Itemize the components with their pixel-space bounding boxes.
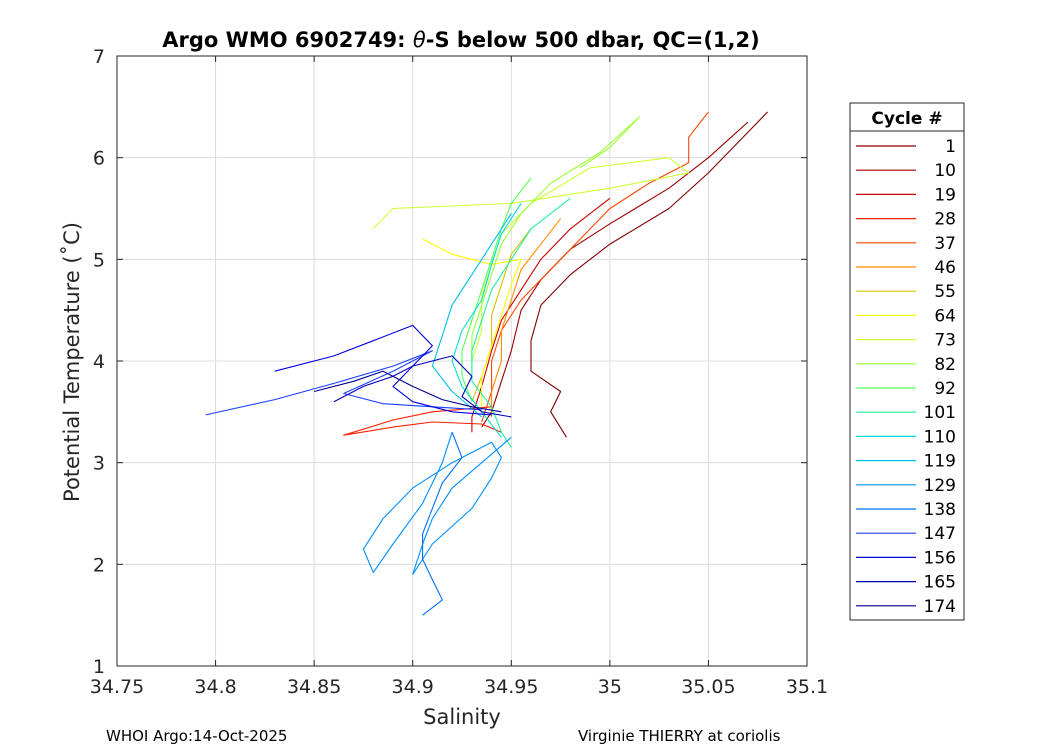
x-tick-label: 34.95 — [484, 676, 538, 698]
legend-label-cycle-1: 1 — [945, 137, 956, 157]
x-tick-label: 35.05 — [681, 676, 735, 698]
y-tick-label: 3 — [93, 453, 105, 475]
legend-label-cycle-129: 129 — [924, 476, 956, 496]
legend-label-cycle-92: 92 — [934, 379, 956, 399]
y-axis-label: Potential Temperature (˚C) — [60, 222, 84, 502]
series-line-cycle-119 — [431, 213, 512, 418]
legend-label-cycle-101: 101 — [924, 403, 956, 423]
series-line-cycle-1 — [530, 111, 768, 438]
legend-label-cycle-37: 37 — [934, 234, 956, 254]
series-line-cycle-92 — [461, 177, 532, 402]
series-line-cycle-165 — [333, 355, 512, 418]
title-suffix: -S below 500 dbar, QC=(1,2) — [426, 28, 760, 52]
x-tick-label: 34.9 — [392, 676, 434, 698]
legend-label-cycle-73: 73 — [934, 331, 956, 351]
axes-frame — [116, 55, 808, 667]
series-line-cycle-138 — [422, 432, 463, 616]
series-line-cycle-82 — [471, 116, 640, 367]
series-line-cycle-37 — [481, 111, 709, 423]
y-tick-label: 4 — [93, 351, 105, 373]
legend-label-cycle-119: 119 — [924, 452, 956, 472]
title-theta: θ — [413, 28, 426, 52]
legend-label-cycle-10: 10 — [934, 161, 956, 181]
legend-label-cycle-28: 28 — [934, 210, 956, 230]
y-tick-label: 1 — [93, 656, 105, 678]
series-line-cycle-46 — [491, 218, 562, 417]
series-line-cycle-64 — [422, 238, 522, 407]
footer-left: WHOI Argo:14-Oct-2025 — [106, 727, 287, 745]
series-line-cycle-174 — [313, 370, 502, 413]
legend-label-cycle-165: 165 — [924, 573, 956, 593]
series-line-cycle-28 — [343, 406, 502, 436]
y-ticks: 1 2 3 4 5 6 7 — [93, 46, 807, 678]
footer-right: Virginie THIERRY at coriolis — [578, 727, 781, 745]
series-line-cycle-110 — [451, 203, 522, 438]
legend-title: Cycle # — [871, 109, 942, 129]
series-line-cycle-147 — [205, 350, 482, 416]
series-lines — [205, 111, 768, 616]
legend-label-cycle-46: 46 — [934, 258, 956, 278]
legend-box — [849, 102, 965, 621]
x-tick-label: 34.75 — [90, 676, 144, 698]
legend-label-cycle-110: 110 — [924, 427, 956, 447]
legend-items: 1101928374655647382921011101191291381471… — [856, 137, 956, 617]
legend-label-cycle-64: 64 — [934, 306, 956, 326]
x-tick-label: 34.85 — [287, 676, 341, 698]
y-tick-label: 6 — [93, 148, 105, 170]
x-ticks: 34.75 34.8 34.85 34.9 34.95 35 35.05 35.1 — [90, 56, 828, 698]
legend: Cycle # 11019283746556473829210111011912… — [849, 102, 965, 621]
x-tick-label: 35.1 — [786, 676, 828, 698]
legend-label-cycle-174: 174 — [924, 597, 956, 617]
legend-label-cycle-82: 82 — [934, 355, 956, 375]
legend-label-cycle-138: 138 — [924, 500, 956, 520]
legend-label-cycle-19: 19 — [934, 185, 956, 205]
title-prefix: Argo WMO 6902749: — [162, 28, 413, 52]
y-tick-label: 2 — [93, 554, 105, 576]
series-line-cycle-101 — [471, 197, 571, 448]
y-tick-label: 5 — [93, 249, 105, 271]
legend-label-cycle-147: 147 — [924, 524, 956, 544]
y-tick-label: 7 — [93, 46, 105, 68]
legend-label-cycle-156: 156 — [924, 548, 956, 568]
x-tick-label: 34.8 — [194, 676, 236, 698]
legend-label-cycle-55: 55 — [934, 282, 956, 302]
chart-title: Argo WMO 6902749: θ-S below 500 dbar, QC… — [162, 28, 759, 52]
series-line-cycle-156 — [274, 324, 492, 416]
x-axis-label: Salinity — [423, 705, 501, 729]
x-tick-label: 35 — [598, 676, 622, 698]
series-line-cycle-129 — [362, 432, 512, 576]
